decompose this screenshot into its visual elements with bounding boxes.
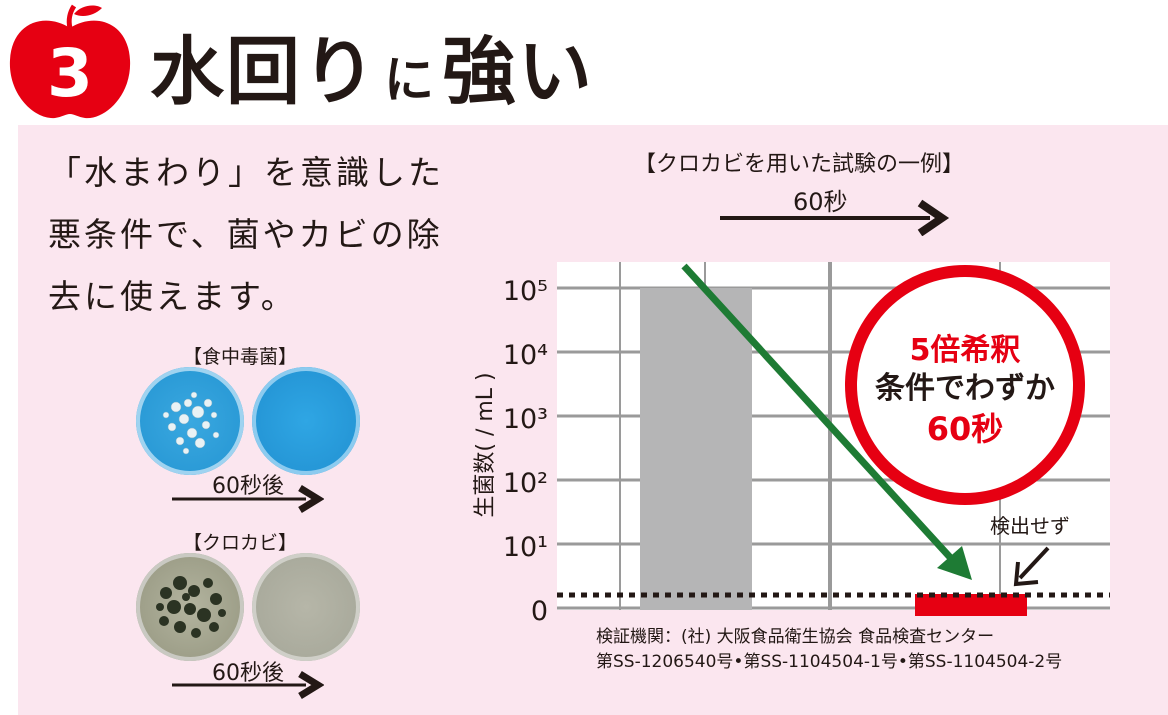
y-tick-labels: 0 10¹ 10² 10³ 10⁴ 10⁵ [503, 276, 548, 625]
y-tick-label: 10² [503, 468, 548, 499]
time-label: 60秒 [793, 188, 848, 216]
trend-arrow-icon [681, 263, 972, 580]
mold-time-label: 60秒後 [212, 661, 284, 686]
title-part-3: 強い [442, 29, 594, 115]
not-detected-label: 検出せず [990, 514, 1070, 538]
source-line-1: 検証機関：(社) 大阪食品衛生協会 食品検査センター [596, 627, 995, 647]
callout-line-3: 60秒 [927, 410, 1004, 448]
bar-1 [640, 288, 752, 610]
y-tick-label: 10¹ [503, 532, 548, 563]
bacteria-title: 【食中毒菌】 [183, 346, 298, 368]
mold-colonies [156, 576, 226, 638]
mold-dish-after [252, 553, 360, 661]
bacteria-arrow-icon [172, 485, 324, 513]
bacteria-count-chart: 0 10¹ 10² 10³ 10⁴ 10⁵ 生菌数( / mL ) 5倍希釈 条件でわずか… [473, 262, 1110, 625]
intro-line-1: 「水まわり」を意識した [48, 153, 444, 192]
callout-line-2: 条件でわずか [875, 371, 1055, 406]
source-note: 検証機関：(社) 大阪食品衛生協会 食品検査センター 第SS-1206540号•… [596, 625, 1062, 675]
bacteria-dish-before [136, 367, 244, 475]
mold-arrow-icon [172, 671, 324, 699]
intro-text: 「水まわり」を意識した 悪条件で、菌やカビの除 去に使えます。 [48, 142, 468, 328]
time-arrow-icon [720, 199, 950, 236]
bacteria-dish-after [252, 367, 360, 475]
apple-icon: 3 [9, 4, 131, 119]
bacteria-time-label: 60秒後 [212, 474, 284, 499]
chart-title: 【クロカビを用いた試験の一例】 [634, 152, 965, 177]
y-tick-label: 10⁵ [503, 276, 548, 307]
intro-line-3: 去に使えます。 [48, 277, 297, 316]
bars [640, 288, 1027, 616]
bacteria-colonies [162, 391, 220, 455]
page-title: 水回り に 強い [150, 22, 594, 122]
header: 3 水回り に 強い [0, 0, 1168, 125]
pointer-arrow-icon [1013, 546, 1050, 587]
callout-line-1: 5倍希釈 [910, 333, 1021, 368]
callout-circle: 5倍希釈 条件でわずか 60秒 [845, 265, 1085, 505]
mold-dish-before [136, 553, 244, 661]
y-tick-label: 10³ [503, 404, 548, 435]
mold-title: 【クロカビ】 [183, 532, 298, 554]
y-axis-label: 生菌数( / mL ) [473, 372, 498, 517]
y-tick-label: 10⁴ [503, 340, 548, 371]
bar-2 [915, 594, 1027, 616]
source-line-2: 第SS-1206540号•第SS-1104504-1号•第SS-1104504-… [596, 652, 1063, 672]
title-part-1: 水回り [150, 29, 378, 115]
y-tick-label: 0 [531, 596, 548, 625]
section-number: 3 [47, 35, 93, 112]
intro-line-2: 悪条件で、菌やカビの除 [48, 215, 443, 254]
title-part-2: に [384, 51, 436, 109]
